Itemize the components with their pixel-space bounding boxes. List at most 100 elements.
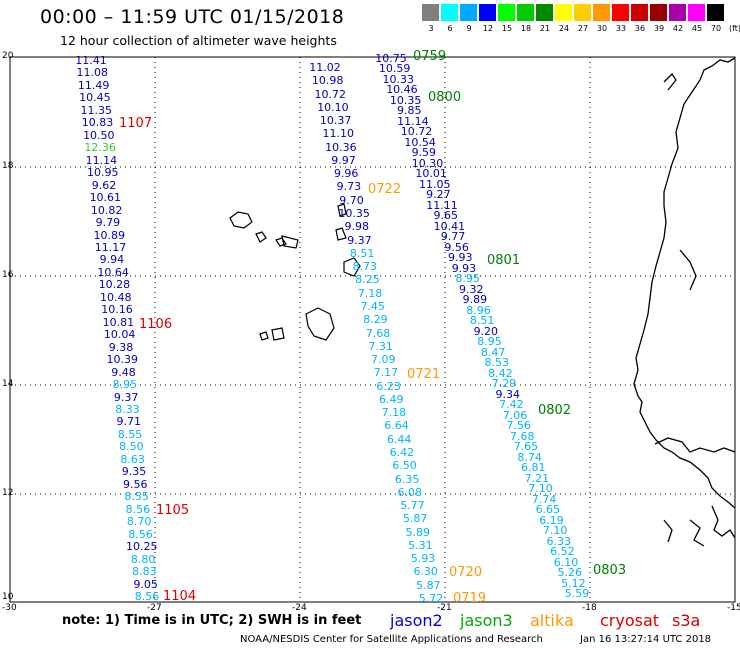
wave-height-value: 7.10	[542, 524, 568, 538]
wave-height-value: 8.56	[125, 502, 151, 516]
wave-height-value: 8.25	[355, 273, 380, 287]
island-sao-nicolau	[281, 235, 299, 249]
wave-height-value: 11.02	[309, 61, 341, 74]
wave-height-value: 6.44	[386, 432, 412, 446]
lon-label: -18	[582, 603, 597, 613]
wave-height-value: 8.33	[115, 403, 140, 417]
wave-height-value: 11.35	[80, 103, 112, 117]
map-gridlines	[10, 57, 735, 602]
pass-time-label: 0802	[538, 403, 572, 418]
wave-height-value: 11.08	[76, 66, 109, 80]
wave-height-value: 6.19	[539, 513, 564, 527]
pass-time-label: 0720	[449, 565, 483, 580]
legend-label: 42	[672, 24, 684, 33]
wave-height-value: 8.95	[112, 378, 138, 392]
lat-label: 10	[2, 592, 14, 602]
wave-height-value: 10.72	[400, 125, 433, 139]
lon-label: -27	[147, 603, 162, 613]
wave-height-value: 5.77	[400, 499, 425, 513]
legend-label: 24	[558, 24, 570, 33]
satellite-name: cryosat	[600, 611, 660, 630]
island-santo-antao	[229, 211, 253, 229]
island-boavista	[343, 257, 361, 277]
lon-label: -24	[292, 603, 307, 613]
pass-time-label: 1106	[139, 317, 173, 332]
pass-time-label: 1104	[163, 589, 197, 604]
wave-height-value: 6.49	[379, 392, 404, 406]
wave-height-value: 8.74	[517, 450, 542, 464]
wave-height-value: 6.35	[394, 472, 420, 486]
lat-label: 18	[2, 161, 14, 171]
wave-height-value: 10.83	[81, 116, 114, 130]
legend-swatch	[498, 4, 515, 21]
wave-height-value: 9.62	[91, 178, 117, 192]
pass-time-label: 0719	[453, 591, 487, 606]
wave-height-value: 7.42	[499, 398, 524, 412]
legend-swatch	[517, 4, 534, 21]
legend-swatch	[555, 4, 572, 21]
wave-height-value: 10.89	[93, 228, 125, 242]
wave-height-value: 11.41	[75, 54, 107, 67]
wave-height-value: 9.73	[336, 180, 362, 194]
wave-height-value: 7.18	[357, 286, 383, 300]
wave-height-value: 7.17	[373, 366, 399, 380]
wave-height-value: 10.35	[338, 207, 370, 221]
wave-height-value: 5.87	[416, 578, 441, 592]
legend-swatch	[574, 4, 591, 21]
pass-time-label: 0800	[428, 90, 462, 105]
legend-swatch	[688, 4, 705, 21]
wave-height-value: 12.36	[84, 141, 116, 155]
west-sahara-inset	[663, 72, 677, 91]
map-title: 00:00 – 11:59 UTC 01/15/2018	[40, 6, 345, 28]
wave-height-value: 10.35	[389, 93, 422, 107]
coast-island-c	[663, 519, 673, 543]
coast-island-b	[689, 519, 705, 547]
wave-height-value: 8.55	[117, 427, 143, 441]
legend-label: 70	[710, 24, 722, 33]
wave-height-value: 5.31	[408, 538, 433, 552]
wave-height-value: 8.51	[349, 246, 375, 260]
wave-height-value: 10.95	[86, 166, 119, 180]
coastline	[633, 57, 736, 547]
wave-height-value: 10.30	[411, 156, 444, 170]
wave-height-value: 6.42	[389, 445, 415, 459]
wave-height-value: 5.26	[557, 566, 582, 580]
wave-height-value: 9.98	[344, 220, 370, 234]
wave-height-value: 9.56	[444, 240, 469, 254]
satellite-name: s3a	[672, 611, 701, 630]
island-brava	[259, 331, 269, 341]
wave-height-value: 7.74	[531, 492, 557, 506]
wave-height-value: 9.27	[426, 188, 451, 202]
wave-height-value: 8.29	[363, 313, 388, 327]
wave-height-value: 8.53	[484, 356, 510, 370]
wave-height-value: 10.36	[325, 140, 357, 154]
legend-label: 6	[447, 24, 453, 33]
wave-height-value: 10.33	[382, 72, 415, 86]
wave-height-value: 7.21	[524, 471, 550, 485]
wave-height-value: 9.85	[396, 104, 422, 118]
coast-island-a	[711, 505, 736, 539]
wave-height-value: 10.59	[378, 62, 411, 76]
satellite-name: altika	[530, 611, 574, 630]
island-santiago	[305, 307, 335, 341]
legend-swatch	[479, 4, 496, 21]
lat-label: 16	[2, 270, 14, 280]
wave-height-value: 6.65	[535, 503, 561, 517]
island-maio	[335, 227, 347, 241]
wave-height-value: 8.95	[455, 272, 480, 286]
legend-swatch	[707, 4, 724, 21]
wave-height-value: 8.96	[466, 303, 491, 317]
legend-label: 21	[539, 24, 551, 33]
wave-height-value: 9.56	[123, 477, 148, 491]
pass-time-label: 0803	[593, 563, 627, 578]
wave-height-value: 10.39	[106, 353, 139, 367]
lon-label: -21	[437, 603, 452, 613]
satellite-name: jason3	[460, 611, 513, 630]
wave-height-value: 9.97	[331, 153, 356, 167]
wave-height-value: 6.08	[397, 485, 423, 499]
wave-height-value: 10.46	[386, 83, 418, 97]
wave-height-value: 9.20	[473, 324, 499, 338]
pass-time-label: 0722	[368, 182, 402, 197]
wave-height-value: 10.25	[126, 540, 158, 554]
